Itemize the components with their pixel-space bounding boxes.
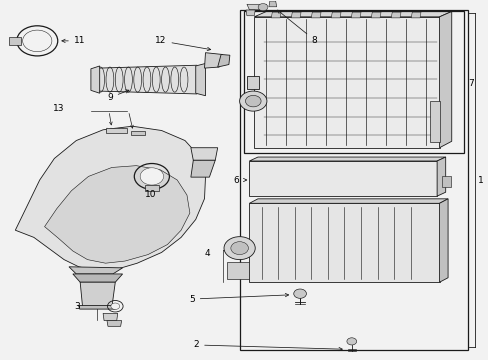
- Text: 6: 6: [233, 176, 246, 185]
- Polygon shape: [249, 157, 445, 161]
- Polygon shape: [330, 12, 340, 18]
- Polygon shape: [96, 65, 199, 94]
- Circle shape: [22, 30, 52, 51]
- Polygon shape: [249, 199, 447, 203]
- Bar: [244, 12, 463, 153]
- Polygon shape: [291, 12, 301, 18]
- Polygon shape: [190, 148, 217, 160]
- Text: 2: 2: [193, 341, 342, 351]
- Polygon shape: [227, 262, 249, 279]
- Polygon shape: [69, 267, 122, 274]
- Polygon shape: [350, 12, 360, 18]
- Polygon shape: [145, 185, 158, 191]
- Text: 10: 10: [145, 190, 156, 199]
- Circle shape: [293, 289, 306, 298]
- Circle shape: [140, 168, 163, 185]
- Polygon shape: [439, 12, 451, 148]
- Text: 3: 3: [74, 302, 80, 311]
- Circle shape: [245, 95, 261, 107]
- Text: 7: 7: [467, 79, 472, 88]
- Polygon shape: [390, 12, 400, 18]
- Circle shape: [239, 91, 266, 111]
- Polygon shape: [249, 203, 439, 282]
- Polygon shape: [311, 12, 321, 18]
- Bar: [239, 10, 467, 350]
- Polygon shape: [268, 1, 276, 7]
- Text: 8: 8: [277, 10, 317, 45]
- Polygon shape: [15, 126, 205, 270]
- Polygon shape: [73, 274, 122, 282]
- Polygon shape: [271, 12, 281, 18]
- Circle shape: [230, 242, 248, 255]
- Polygon shape: [204, 53, 222, 68]
- Polygon shape: [441, 176, 450, 187]
- Polygon shape: [370, 12, 380, 18]
- Polygon shape: [131, 131, 144, 135]
- Circle shape: [346, 338, 356, 345]
- Circle shape: [111, 303, 120, 310]
- Polygon shape: [91, 66, 100, 93]
- Polygon shape: [103, 314, 118, 320]
- Polygon shape: [249, 161, 436, 196]
- Polygon shape: [217, 54, 229, 67]
- Polygon shape: [439, 199, 447, 282]
- Polygon shape: [44, 166, 189, 263]
- Text: 11: 11: [62, 36, 85, 45]
- Text: 9: 9: [107, 90, 129, 102]
- Polygon shape: [254, 12, 451, 17]
- Polygon shape: [79, 306, 117, 309]
- Polygon shape: [195, 63, 205, 96]
- Text: 1: 1: [477, 176, 482, 185]
- Polygon shape: [105, 128, 127, 133]
- Text: 12: 12: [155, 36, 210, 51]
- Polygon shape: [436, 157, 445, 196]
- Text: 5: 5: [189, 293, 288, 303]
- Polygon shape: [254, 17, 439, 148]
- Polygon shape: [107, 320, 122, 326]
- Polygon shape: [190, 160, 215, 177]
- Text: 13: 13: [53, 104, 65, 113]
- Polygon shape: [246, 76, 259, 89]
- Polygon shape: [245, 10, 255, 16]
- Text: 4: 4: [204, 249, 210, 258]
- Circle shape: [258, 4, 267, 11]
- Polygon shape: [246, 4, 266, 10]
- Polygon shape: [80, 282, 115, 307]
- Circle shape: [224, 237, 255, 260]
- Polygon shape: [9, 37, 20, 45]
- Polygon shape: [410, 12, 420, 18]
- Polygon shape: [429, 101, 439, 142]
